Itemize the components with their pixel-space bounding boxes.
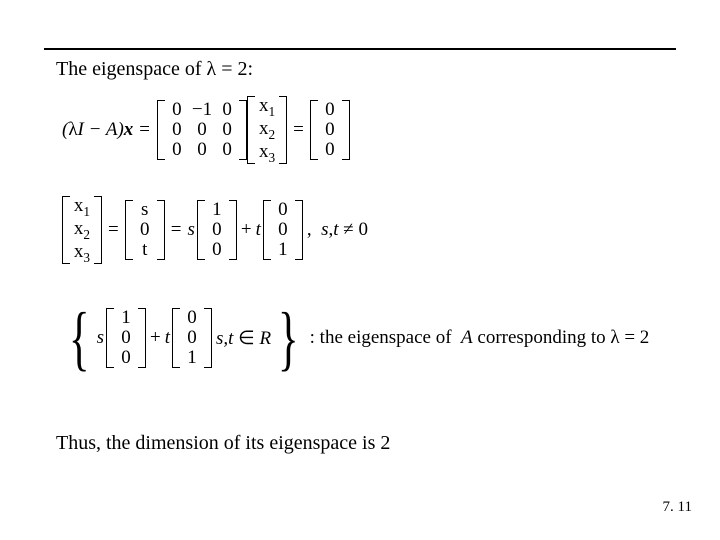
eq1-matrix-A: 0 0 0 −1 0 0 0 0 0: [157, 100, 247, 160]
eq1-lhs: (λI − A)x =: [62, 119, 151, 141]
eq2-plus: +: [241, 219, 252, 241]
eq3-s: s: [97, 327, 104, 349]
eq3-cond: s,t ∈ R: [216, 327, 271, 350]
header-rule: [44, 48, 676, 50]
eq3-plus: +: [150, 327, 161, 349]
eq1-rhs: 0 0 0: [310, 100, 350, 160]
eq2-t: t: [256, 219, 261, 241]
eq3-v1: 1 0 0: [106, 308, 146, 368]
equation-2: x1 x2 x3 = s 0 t = s 1 0 0: [62, 196, 368, 264]
left-brace-icon: {: [69, 302, 90, 374]
eq3-t: t: [165, 327, 170, 349]
lambda-symbol: λ: [206, 58, 216, 80]
eq3-v2: 0 0 1: [172, 308, 212, 368]
eq3-desc: : the eigenspace of A corresponding to λ…: [310, 327, 650, 349]
eq2-vector-st: s 0 t: [125, 200, 165, 260]
eq2-eq2: =: [171, 219, 182, 241]
page-number: 7. 11: [663, 499, 692, 516]
eq1-vector-x: x1 x2 x3: [247, 96, 287, 164]
equation-1: (λI − A)x = 0 0 0 −1 0 0 0 0 0: [62, 96, 350, 164]
intro-post: = 2:: [216, 58, 253, 80]
conclusion-line: Thus, the dimension of its eigenspace is…: [56, 432, 390, 455]
eq2-v2: 0 0 1: [263, 200, 303, 260]
eq2-eq1: =: [108, 219, 119, 241]
intro-pre: The eigenspace of: [56, 58, 206, 80]
eq2-v1: 1 0 0: [197, 200, 237, 260]
intro-line: The eigenspace of λ = 2:: [56, 58, 253, 81]
right-brace-icon: }: [278, 302, 299, 374]
eq2-tail: , s,t ≠ 0: [307, 219, 368, 241]
eq1-eq: =: [293, 119, 304, 141]
equation-3: { s 1 0 0 + t 0: [62, 302, 649, 374]
eq2-s: s: [187, 219, 194, 241]
eq2-vector-x: x1 x2 x3: [62, 196, 102, 264]
